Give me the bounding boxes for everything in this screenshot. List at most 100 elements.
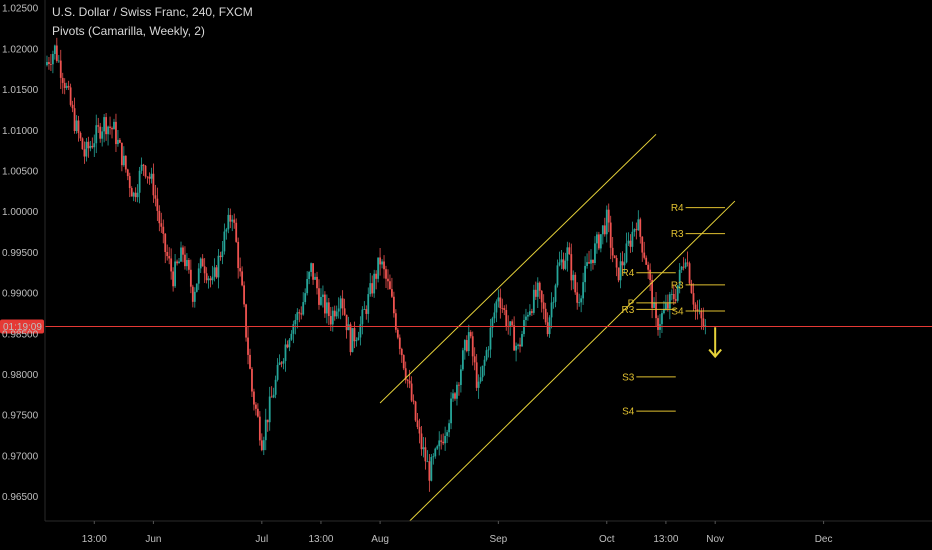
candle-body xyxy=(207,278,210,281)
candle xyxy=(412,394,415,405)
candle-body xyxy=(233,219,236,223)
candle-body xyxy=(511,321,514,326)
candle-body xyxy=(483,359,486,366)
candle xyxy=(227,207,230,234)
candle xyxy=(519,337,521,353)
candle xyxy=(394,309,397,333)
candle-body xyxy=(347,324,350,331)
candle xyxy=(530,308,533,316)
candle xyxy=(182,245,184,263)
candle-body xyxy=(635,229,638,231)
candle xyxy=(489,318,492,358)
candle xyxy=(333,305,336,321)
candle-body xyxy=(103,117,106,132)
candle xyxy=(420,425,423,456)
candle-body xyxy=(391,289,393,297)
candle xyxy=(391,277,393,299)
candle xyxy=(142,163,145,176)
candle-body xyxy=(584,265,586,283)
candle xyxy=(353,321,356,349)
candle-body xyxy=(519,344,521,347)
candle-body xyxy=(286,344,289,348)
candle xyxy=(140,157,143,174)
candle xyxy=(688,261,691,285)
candle-body xyxy=(176,261,178,264)
candle xyxy=(444,426,447,451)
candle-body xyxy=(97,125,100,127)
candle-body xyxy=(272,394,275,398)
candle-body xyxy=(215,267,218,278)
candle xyxy=(347,316,350,331)
candle xyxy=(458,382,460,396)
candle-body xyxy=(235,222,238,242)
y-tick-label: 0.97000 xyxy=(2,451,39,462)
candle xyxy=(215,264,218,279)
y-tick-label: 1.00000 xyxy=(2,207,39,218)
candle-body xyxy=(268,396,271,423)
candle-body xyxy=(528,311,531,315)
candle-body xyxy=(148,176,151,179)
candle-body xyxy=(438,440,441,447)
candle-body xyxy=(649,269,652,280)
candle xyxy=(408,369,411,389)
candle-body xyxy=(509,321,512,327)
candle-body xyxy=(481,365,484,378)
candle xyxy=(635,222,638,240)
indicator-label: Pivots (Camarilla, Weekly, 2) xyxy=(52,24,205,38)
candle xyxy=(184,246,186,270)
candle xyxy=(107,125,109,146)
x-tick-label: Nov xyxy=(706,534,724,545)
candle-body xyxy=(627,240,630,244)
candle xyxy=(298,309,301,323)
candle-body xyxy=(150,173,153,179)
candle xyxy=(684,258,687,269)
candle-body xyxy=(223,231,226,252)
candle xyxy=(158,205,161,232)
candle-body xyxy=(225,229,228,232)
y-tick-label: 1.02500 xyxy=(2,4,39,15)
candle xyxy=(211,265,214,285)
trendlines[interactable] xyxy=(379,133,736,522)
candle-body xyxy=(641,236,644,253)
candle xyxy=(48,57,50,70)
candle xyxy=(641,236,644,262)
candle xyxy=(286,340,289,349)
candle-body xyxy=(302,302,305,315)
candle-body xyxy=(136,192,139,198)
candle xyxy=(87,136,90,158)
candle-body xyxy=(694,304,697,310)
candle xyxy=(627,232,630,246)
candle xyxy=(523,314,525,337)
candle-body xyxy=(590,259,592,264)
candle-body xyxy=(576,292,579,303)
candle xyxy=(596,231,598,254)
forecast-arrow-head xyxy=(708,348,722,359)
candle xyxy=(237,237,240,279)
candle-body xyxy=(355,340,358,342)
candle-body xyxy=(408,380,411,384)
candle-body xyxy=(146,176,149,178)
candle-body xyxy=(306,278,309,294)
candle xyxy=(117,129,119,147)
candle xyxy=(582,272,585,305)
candle xyxy=(306,271,309,296)
candle xyxy=(331,306,334,332)
candle xyxy=(493,303,496,324)
candle-body xyxy=(702,318,705,327)
candle-body xyxy=(659,324,661,330)
candle-body xyxy=(404,368,407,380)
candle xyxy=(576,282,579,310)
x-tick-label: Jul xyxy=(255,534,268,545)
candle-body xyxy=(461,350,464,370)
candle xyxy=(387,269,389,290)
candle-body xyxy=(517,344,519,346)
candle-body xyxy=(367,294,370,314)
candle-body xyxy=(128,176,131,189)
candle-body xyxy=(562,259,565,269)
candle xyxy=(335,305,338,320)
candle-body xyxy=(308,271,311,279)
candle-body xyxy=(647,264,650,270)
candle xyxy=(436,444,439,450)
candle-body xyxy=(229,214,232,222)
